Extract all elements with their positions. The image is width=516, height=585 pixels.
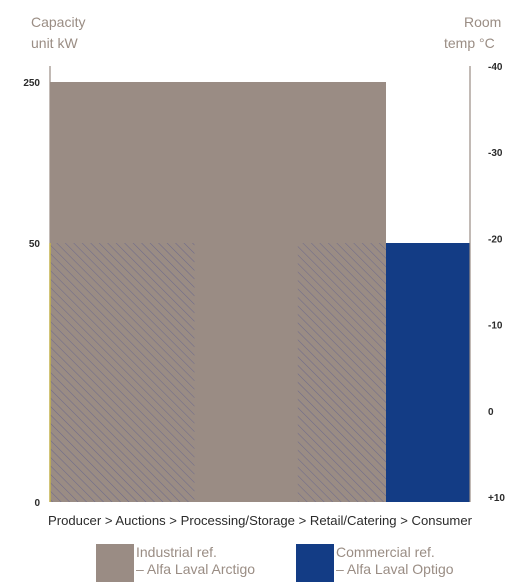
x-axis-label: Producer > Auctions > Processing/Storage… (48, 514, 472, 528)
legend-text-commercial: Commercial ref. – Alfa Laval Optigo (336, 544, 454, 578)
bar-commercial-solid-3 (386, 243, 470, 502)
right-tick-label: +10 (488, 493, 505, 504)
bar-industrial-hatched-1 (50, 243, 195, 502)
legend-line1-commercial: Commercial ref. (336, 544, 435, 560)
legend-text-industrial: Industrial ref. – Alfa Laval Arctigo (136, 544, 255, 578)
legend-swatch-industrial (96, 544, 134, 582)
right-axis-title-line2: temp °C (444, 35, 495, 51)
left-axis-title-line2: unit kW (31, 35, 78, 51)
left-tick-label: 250 (23, 78, 40, 89)
legend-swatch-commercial (296, 544, 334, 582)
right-tick-label: 0 (488, 407, 494, 418)
bar-industrial-hatched-2 (297, 243, 386, 502)
right-tick-label: -10 (488, 321, 503, 332)
axes-layer (49, 66, 471, 502)
legend-item-industrial: Industrial ref. – Alfa Laval Arctigo (96, 544, 255, 582)
legend-line1-industrial: Industrial ref. (136, 544, 217, 560)
right-axis-title-line1: Room (464, 14, 501, 30)
right-axis-ticks: -40 -30 -20 -10 0 +10 (488, 62, 505, 504)
legend: Industrial ref. – Alfa Laval Arctigo Com… (0, 544, 516, 585)
legend-line2-industrial: – Alfa Laval Arctigo (136, 561, 256, 577)
bars-layer (50, 82, 470, 502)
legend-line2-commercial: – Alfa Laval Optigo (336, 561, 454, 577)
right-tick-label: -30 (488, 148, 503, 159)
left-tick-label: 0 (34, 498, 40, 509)
left-axis-title-line1: Capacity (31, 14, 85, 30)
right-tick-label: -40 (488, 62, 503, 73)
left-axis-ticks: 250 50 0 (23, 78, 40, 509)
right-tick-label: -20 (488, 234, 503, 245)
left-tick-label: 50 (29, 239, 41, 250)
legend-item-commercial: Commercial ref. – Alfa Laval Optigo (296, 544, 454, 582)
